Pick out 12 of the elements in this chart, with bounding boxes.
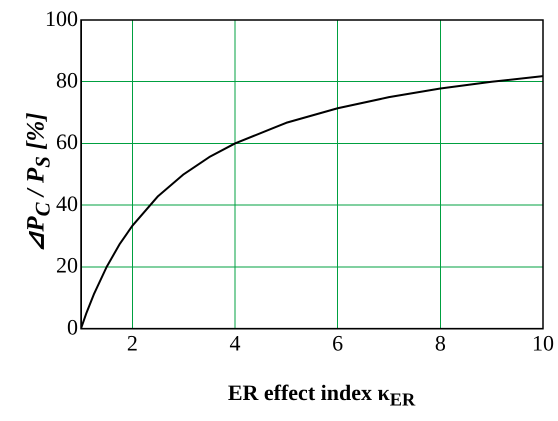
y-tick-label: 80	[56, 68, 78, 92]
y-tick-label: 20	[56, 252, 78, 278]
y-tick-label: 0	[67, 314, 78, 340]
x-tick-label: 2	[126, 330, 138, 356]
x-tick-label: 6	[332, 330, 344, 356]
y-tick-label: 60	[56, 129, 78, 154]
x-tick-label: 8	[434, 330, 446, 356]
x-tick-label: 10	[532, 330, 554, 356]
y-tick-label: 100	[45, 6, 78, 31]
x-tick-label: 4	[230, 330, 240, 356]
x-axis-title: ER effect index κ$_{ER}$	[226, 380, 416, 410]
y-tick-label: 40	[56, 190, 78, 216]
